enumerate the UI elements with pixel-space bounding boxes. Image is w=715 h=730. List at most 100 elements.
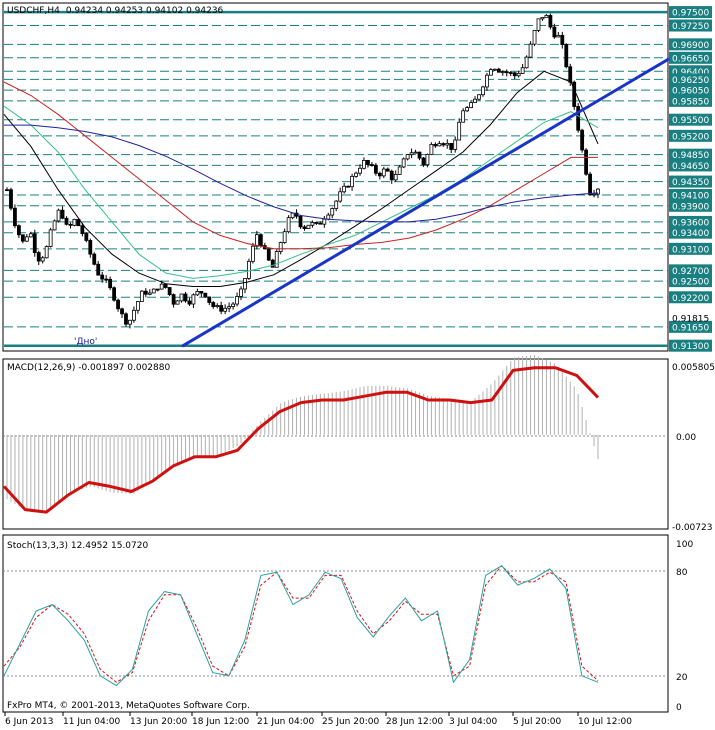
candle-body [282,231,287,243]
candle-body [334,200,339,209]
price-tag-text: 0.92700 [672,267,709,277]
candle-body [92,253,97,265]
candle-body [235,296,239,305]
candle-body [171,294,176,305]
price-level-lines [4,10,668,347]
price-tag [669,159,712,172]
time-label: 18 Jun 12:00 [192,717,249,727]
chart-title: USDCHF,H4 0.94234 0.94253 0.94102 0.94236 [7,6,224,16]
candle-body [72,218,77,226]
candle-body [485,74,489,88]
price-panel[interactable] [2,2,669,352]
candle-body [548,15,553,28]
stoch-scale-100: 100 [676,540,693,550]
candle-body [409,152,414,156]
candle-body [362,160,366,169]
candle-body [322,218,327,225]
candle-body [492,68,497,71]
candle-body [588,173,592,196]
candle-body [389,170,394,181]
candle-body [132,309,136,321]
candle-body [155,288,160,291]
candle-body [354,172,358,177]
stoch-panel[interactable] [2,534,669,713]
candle-body [290,212,295,219]
candle-body [231,303,235,307]
price-tag [669,6,712,19]
candle-body [370,164,374,166]
time-label: 6 Jun 2013 [5,717,53,727]
candle-body [469,102,473,109]
candle-body [183,293,188,302]
candle-body [560,34,565,45]
macd-scale-bottom: -0.00723 [672,523,712,533]
bottom-annotation: 'Дно' [74,337,97,347]
candle-body [9,189,13,209]
candle-body [199,291,204,294]
copyright-text: FxPro MT4, © 2001-2013, MetaQuotes Softw… [7,701,250,711]
candle-body [413,151,418,154]
candle-body [564,44,569,68]
price-tag-text: 0.92200 [672,294,709,304]
candle-body [350,175,354,188]
candle-body [500,71,505,74]
price-tag [669,264,712,277]
candle-body [286,217,291,233]
candle-body [266,248,271,261]
candle-body [143,290,148,295]
candle-body [532,29,537,45]
candle-body [385,168,390,172]
candle-body [437,143,442,147]
price-tag-text: 0.92500 [672,278,709,288]
price-tag [669,199,712,212]
time-label: 3 Jul 04:00 [449,717,498,727]
candle-body [461,110,466,123]
price-tag [669,113,712,126]
candle-body [76,218,81,227]
candle-body [596,188,600,195]
candle-body [203,292,208,298]
candle-body [425,154,430,166]
candle-body [540,16,545,20]
candle-body [108,278,113,289]
candle-body [298,215,303,228]
candle-body [64,217,69,225]
candle-body [381,168,386,177]
candle-body [457,121,462,141]
candle-body [504,71,509,74]
candle-body [318,222,323,225]
candle-body [508,72,513,74]
candle-body [128,319,132,325]
candle-body [32,233,37,253]
candle-body [227,306,232,309]
candle-body [191,294,196,305]
price-tag [669,215,712,228]
price-tag [669,51,712,64]
price-tag [669,242,712,255]
candlestick-series [5,13,600,329]
price-tag [669,320,712,333]
candle-body [314,222,319,224]
candle-body [52,220,57,231]
candle-body [120,308,124,315]
macd-panel[interactable] [2,358,669,530]
price-tag-text: 0.95850 [672,97,709,107]
candle-body [254,234,259,247]
candle-body [544,15,549,18]
price-tag-text: 0.93900 [672,202,709,212]
candle-body [481,86,485,96]
price-tag-text: 0.93400 [672,229,709,239]
candle-body [44,246,49,259]
price-tag [669,275,712,288]
candle-body [449,142,454,150]
price-tag [669,73,712,86]
candle-body [60,209,65,219]
candle-body [568,66,573,83]
candle-body [584,149,589,175]
candle-body [556,34,561,38]
candle-body [302,226,307,229]
time-label: 11 Jun 04:00 [63,717,120,727]
price-tag [669,148,712,161]
trendline[interactable] [181,57,670,348]
